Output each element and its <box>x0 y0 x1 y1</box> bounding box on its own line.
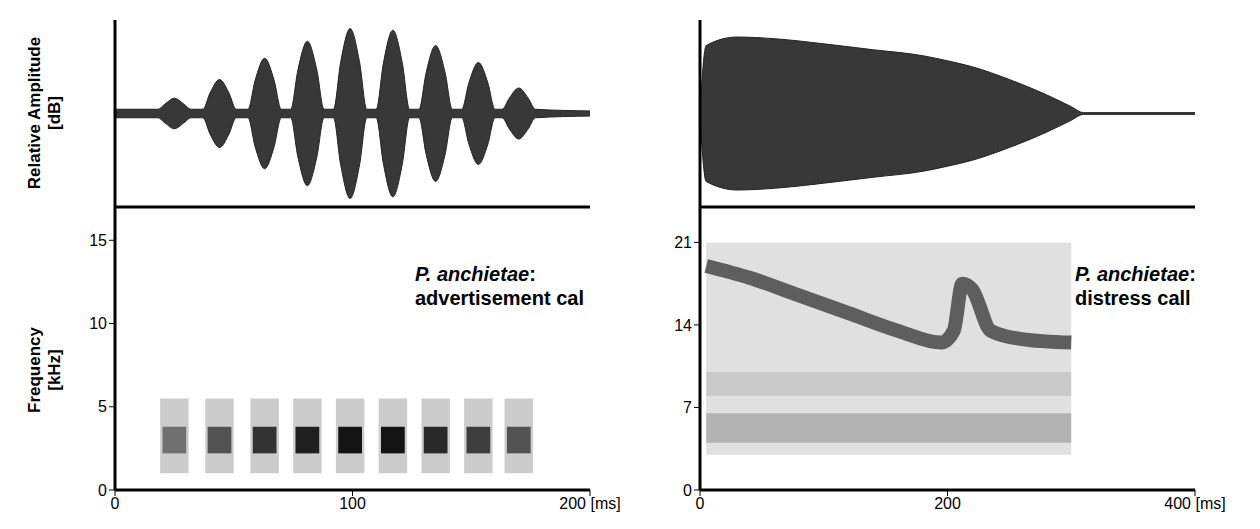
svg-text:200 [ms]: 200 [ms] <box>559 495 620 512</box>
html-text:distress call: distress call <box>1075 287 1191 309</box>
svg-text:0: 0 <box>98 482 107 499</box>
svg-text:14: 14 <box>674 317 692 334</box>
svg-text:0: 0 <box>683 482 692 499</box>
svg-text:5: 5 <box>98 398 107 415</box>
svg-text:0: 0 <box>111 495 120 512</box>
html-text:P. anchietae:: P. anchietae: <box>415 263 536 285</box>
html-text:advertisement cal: advertisement cal <box>415 287 584 309</box>
svg-text:200: 200 <box>934 495 961 512</box>
svg-text:10: 10 <box>89 315 107 332</box>
html-text:P. anchietae:: P. anchietae: <box>1075 263 1196 285</box>
svg-text:21: 21 <box>674 234 692 251</box>
svg-text:100: 100 <box>339 495 366 512</box>
svg-text:0: 0 <box>696 495 705 512</box>
svg-text:15: 15 <box>89 232 107 249</box>
html-text:Relative Amplitude [dB]: Relative Amplitude [dB] <box>25 36 64 190</box>
svg-text:7: 7 <box>683 399 692 416</box>
html-text:Frequency [kHz]: Frequency [kHz] <box>25 327 64 413</box>
svg-text:400 [ms]: 400 [ms] <box>1164 495 1225 512</box>
